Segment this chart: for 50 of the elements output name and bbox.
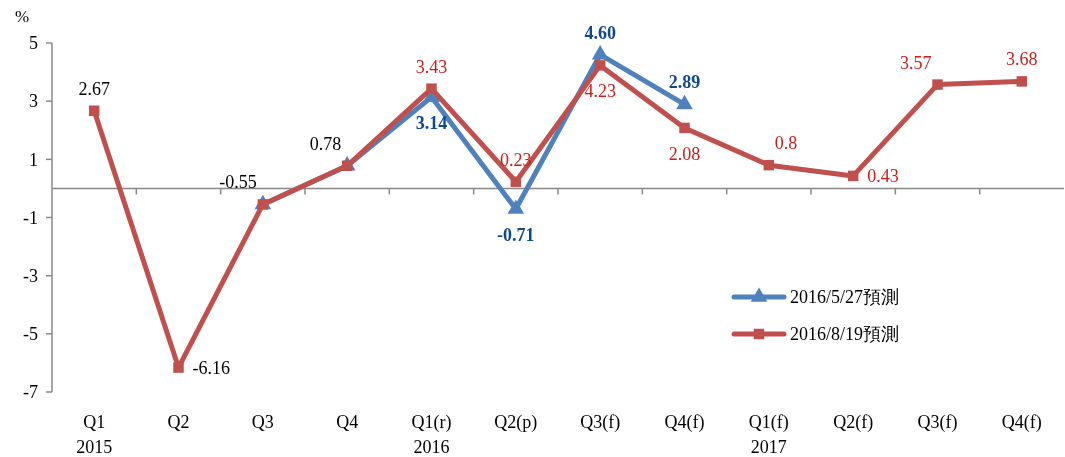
x-tick-label: Q3(f): [917, 412, 958, 433]
data-label: 2.67: [78, 78, 110, 99]
data-label: 0.43: [867, 165, 899, 186]
data-label: 4.60: [584, 22, 616, 43]
point: [173, 362, 184, 373]
data-label: 3.43: [415, 56, 448, 77]
y-tick-label: 3: [29, 91, 38, 112]
point: [594, 60, 606, 71]
data-label: -6.16: [192, 357, 230, 378]
data-label: 0.8: [774, 133, 798, 154]
data-label: 3.68: [1006, 49, 1038, 70]
x-tick-label: Q2(p): [494, 412, 538, 433]
data-label: 3.14: [415, 113, 448, 134]
legend-label: 2016/5/27預測: [790, 287, 900, 307]
data-label: -0.71: [497, 225, 535, 246]
point: [591, 45, 609, 60]
point: [847, 170, 859, 182]
y-tick-label: 5: [29, 33, 38, 54]
data-label: 3.57: [900, 52, 932, 73]
data-label: 0.78: [309, 133, 342, 154]
x-tick-label: Q4(f): [1001, 412, 1042, 433]
x-tick-label: Q1(f) 2017: [748, 412, 789, 457]
legend-label: 2016/8/19預測: [790, 324, 900, 344]
data-label: 2.08: [668, 143, 701, 164]
y-tick-label: -3: [23, 265, 38, 286]
point: [88, 105, 100, 117]
y-tick-label: -1: [23, 207, 38, 228]
y-tick-label: -7: [23, 382, 38, 403]
y-tick-label: -5: [23, 324, 38, 345]
x-tick-label: Q1(r) 2016: [411, 412, 452, 457]
point: [510, 176, 522, 187]
data-label: -0.55: [219, 172, 257, 193]
point: [1016, 76, 1028, 87]
x-tick-label: Q4(f): [664, 412, 705, 433]
x-tick-label: Q2(f): [833, 412, 874, 433]
x-tick-label: Q3(f): [580, 412, 621, 433]
point: [341, 160, 353, 171]
x-tick-label: Q4: [336, 412, 359, 432]
data-label: 2.89: [668, 72, 701, 93]
point: [679, 122, 690, 134]
x-tick-label: Q3: [251, 412, 274, 432]
y-axis-title: %: [14, 7, 30, 26]
data-label: 0.23: [500, 149, 532, 170]
point: [426, 83, 437, 94]
x-tick-label: Q1 2015: [76, 412, 113, 457]
data-label: 4.23: [584, 81, 616, 102]
y-tick-label: 1: [29, 149, 38, 170]
point: [932, 79, 943, 90]
point: [763, 159, 775, 171]
x-tick-label: Q2: [167, 412, 190, 432]
